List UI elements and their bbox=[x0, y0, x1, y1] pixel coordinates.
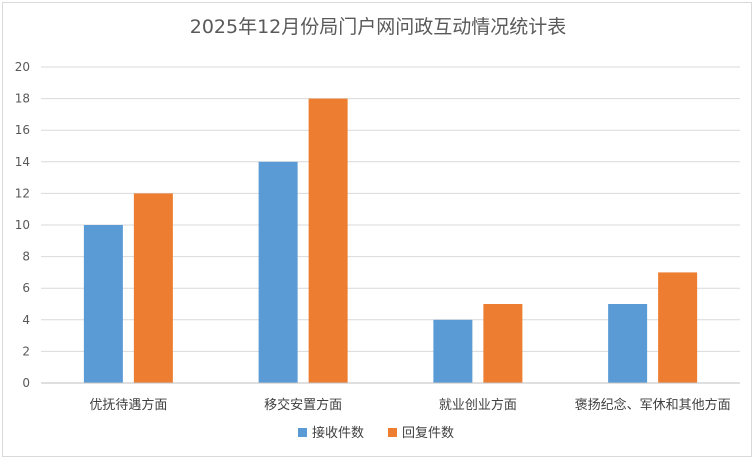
y-tick-label: 0 bbox=[22, 376, 30, 390]
bar-received bbox=[433, 319, 473, 383]
x-axis-categories: 优抚待遇方面 移交安置方面 就业创业方面 褒扬纪念、军休和其他方面 bbox=[89, 397, 730, 413]
y-tick-label: 18 bbox=[15, 92, 30, 106]
x-category-label: 移交安置方面 bbox=[264, 397, 342, 413]
y-tick-label: 10 bbox=[15, 218, 30, 232]
y-tick-label: 8 bbox=[22, 250, 30, 264]
y-tick-label: 6 bbox=[22, 281, 30, 295]
x-category-label: 就业创业方面 bbox=[439, 397, 517, 413]
legend-label: 接收件数 bbox=[312, 425, 364, 441]
bar-replied bbox=[483, 304, 523, 383]
legend: 接收件数 回复件数 bbox=[298, 425, 454, 441]
y-tick-label: 4 bbox=[22, 313, 30, 327]
bar-replied bbox=[133, 193, 173, 383]
bar-received bbox=[258, 161, 298, 383]
legend-swatch bbox=[388, 428, 397, 437]
x-category-label: 褒扬纪念、军休和其他方面 bbox=[575, 397, 731, 413]
bar-replied bbox=[658, 272, 698, 383]
y-tick-label: 16 bbox=[15, 123, 30, 137]
legend-swatch bbox=[298, 428, 307, 437]
legend-label: 回复件数 bbox=[402, 426, 454, 441]
chart-container: 2025年12月份局门户网问政互动情况统计表 0 2 4 6 8 10 12 14 16 18 20… bbox=[2, 2, 752, 457]
y-tick-label: 2 bbox=[22, 344, 30, 358]
bars bbox=[83, 98, 698, 383]
x-category-label: 优抚待遇方面 bbox=[89, 397, 167, 413]
bar-replied bbox=[308, 98, 348, 383]
y-tick-label: 12 bbox=[15, 186, 30, 200]
y-tick-label: 20 bbox=[15, 60, 30, 74]
chart-title: 2025年12月份局门户网问政互动情况统计表 bbox=[190, 16, 567, 38]
bar-received bbox=[608, 304, 648, 383]
y-axis-ticks: 0 2 4 6 8 10 12 14 16 18 20 bbox=[15, 60, 30, 390]
bar-chart: 2025年12月份局门户网问政互动情况统计表 0 2 4 6 8 10 12 14 16 18 20… bbox=[15, 16, 740, 441]
bar-received bbox=[83, 225, 123, 383]
y-tick-label: 14 bbox=[15, 155, 30, 169]
